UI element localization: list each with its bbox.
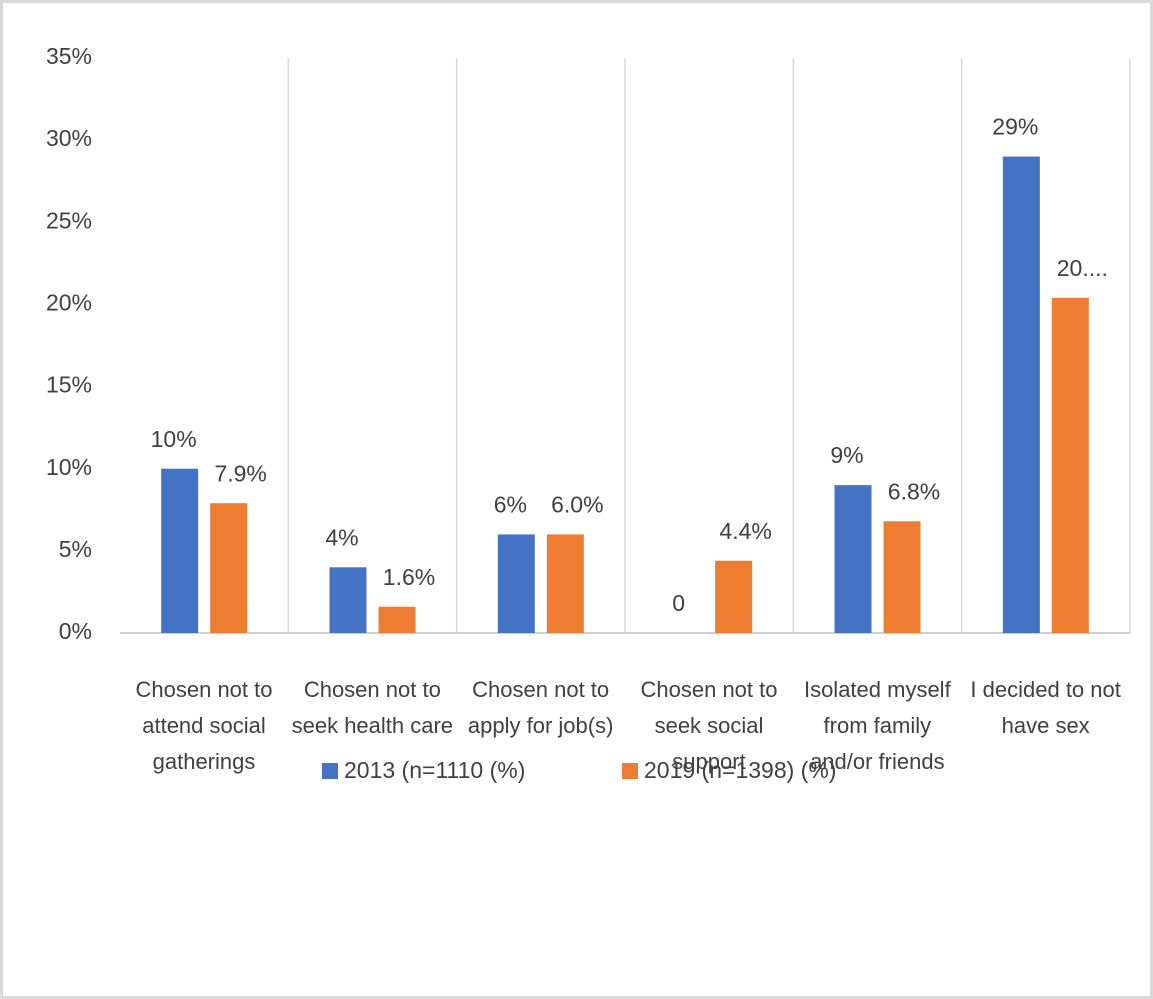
x-tick-label: Isolated myself from family and/or frien… bbox=[803, 677, 951, 774]
bar bbox=[497, 534, 535, 633]
data-label: 4.4% bbox=[719, 518, 771, 544]
bar bbox=[834, 485, 872, 633]
data-label: 6.0% bbox=[551, 492, 603, 518]
data-label: 6% bbox=[494, 492, 527, 518]
y-tick-label: 30% bbox=[46, 125, 92, 151]
x-tick-label: Chosen not to seek social support bbox=[640, 677, 778, 774]
data-label: 10% bbox=[151, 426, 197, 452]
bar bbox=[715, 560, 753, 633]
data-label: 20.... bbox=[1057, 255, 1108, 281]
y-tick-label: 20% bbox=[46, 290, 92, 316]
data-label: 7.9% bbox=[214, 460, 266, 486]
y-tick-label: 5% bbox=[59, 536, 92, 562]
y-tick-label: 15% bbox=[46, 372, 92, 398]
data-label: 29% bbox=[992, 114, 1038, 140]
legend-label: 2013 (n=1110 (%) bbox=[344, 757, 525, 783]
data-label: 9% bbox=[830, 442, 863, 468]
y-tick-label: 35% bbox=[46, 43, 92, 69]
y-tick-label: 10% bbox=[46, 454, 92, 480]
data-label: 0 bbox=[672, 590, 685, 616]
bar bbox=[1002, 156, 1040, 634]
y-tick-label: 25% bbox=[46, 207, 92, 233]
bar bbox=[161, 468, 199, 633]
legend-label: 2019 (n=1398) (%) bbox=[644, 757, 836, 783]
x-tick-label: Chosen not to seek health care bbox=[291, 677, 454, 738]
bar bbox=[378, 606, 416, 633]
bar bbox=[329, 567, 367, 633]
bar bbox=[210, 503, 248, 633]
legend-swatch bbox=[322, 763, 338, 779]
data-label: 1.6% bbox=[383, 564, 435, 590]
bar bbox=[1051, 297, 1089, 633]
y-tick-label: 0% bbox=[59, 618, 92, 644]
data-label: 6.8% bbox=[888, 478, 940, 504]
x-tick-label: Chosen not to attend social gatherings bbox=[135, 677, 273, 774]
x-tick-label: Chosen not to apply for job(s) bbox=[467, 677, 614, 738]
bar bbox=[546, 534, 584, 633]
legend-swatch bbox=[622, 763, 638, 779]
bar bbox=[883, 521, 921, 633]
data-label: 4% bbox=[325, 524, 358, 550]
x-tick-label: I decided to not have sex bbox=[970, 677, 1121, 738]
